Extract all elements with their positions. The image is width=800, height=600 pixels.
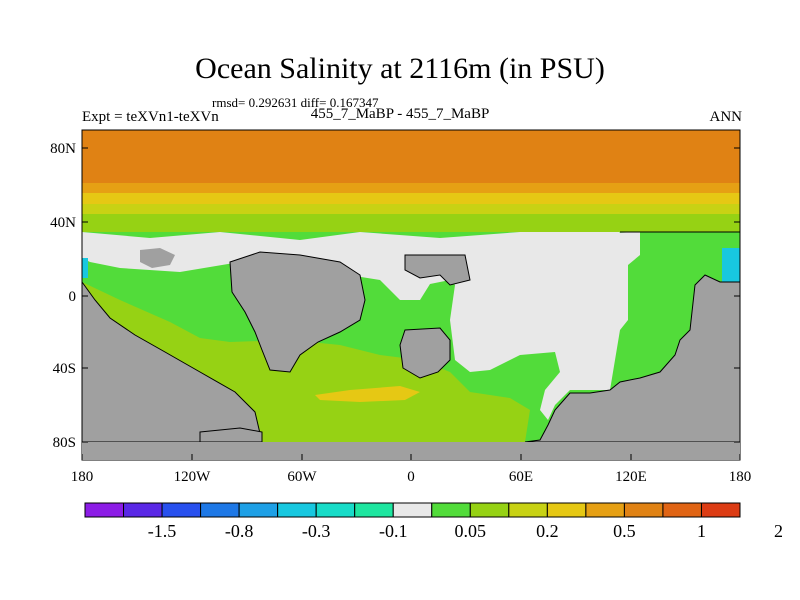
colorbar-label: -0.1 (379, 521, 408, 541)
lon-tick-60w: 60W (287, 469, 317, 485)
map-bottom-land (82, 442, 740, 460)
colorbar-swatch (200, 502, 240, 518)
colorbar-swatch (238, 502, 279, 518)
lat-tick-40n: 40N (50, 215, 76, 231)
colorbar-label: -0.3 (302, 521, 331, 541)
band-north-3 (82, 193, 740, 204)
stats-label: rmsd= 0.292631 diff= 0.167347 (212, 95, 379, 110)
land-mid-block (404, 254, 471, 286)
cyan-patch-east (722, 248, 740, 282)
cyan-patch-west (82, 258, 88, 278)
map-panel (81, 129, 741, 461)
experiment-label: Expt = teXVn1-teXVn (82, 109, 219, 125)
land-small-island-north (140, 248, 175, 268)
lon-tick-180e: 180 (729, 469, 752, 485)
longitude-axis: 180 120W 60W 0 60E 120E 180 (71, 454, 752, 485)
colorbar-swatch (585, 502, 625, 518)
lon-tick-120w: 120W (174, 469, 212, 485)
colorbar-label: 0.05 (455, 521, 487, 541)
colorbar-swatch (662, 502, 702, 518)
colorbar-label: -1.5 (148, 521, 177, 541)
colorbar-swatch (277, 502, 317, 518)
season-label: ANN (709, 109, 743, 125)
colorbar-swatch (84, 502, 125, 518)
colorbar-label: 1 (697, 521, 706, 541)
colorbar-swatch (392, 502, 433, 518)
near-zero-east-region (440, 232, 640, 420)
colorbar-swatch (161, 502, 202, 518)
colorbar-swatch (315, 502, 356, 518)
colorbar-swatch (508, 502, 548, 518)
colorbar-swatch (431, 502, 471, 518)
colorbar-swatch (354, 502, 394, 518)
colorbar-label: 2 (774, 521, 783, 541)
colorbar-label: 0.2 (536, 521, 559, 541)
land-south-strip (199, 427, 263, 443)
lat-tick-40s: 40S (53, 361, 76, 377)
lon-tick-120e: 120E (615, 469, 647, 485)
lat-tick-80n: 80N (50, 141, 76, 157)
colorbar: -1.5 -0.8 -0.3 -0.1 0.05 0.2 0.5 1 2 (84, 502, 783, 541)
colorbar-swatch (469, 502, 510, 518)
colorbar-label: -0.8 (225, 521, 254, 541)
land-north-central (229, 251, 366, 373)
band-north-1 (82, 130, 740, 183)
plot-title: Ocean Salinity at 2116m (in PSU) (195, 52, 605, 85)
colorbar-label: 0.5 (613, 521, 636, 541)
lat-tick-0: 0 (69, 289, 77, 305)
southern-ocean-patch (315, 386, 420, 402)
band-north-4 (82, 204, 740, 214)
colorbar-swatch (700, 502, 741, 518)
lon-tick-60e: 60E (509, 469, 533, 485)
difference-label: 455_7_MaBP - 455_7_MaBP (310, 106, 490, 122)
lat-tick-80s: 80S (53, 435, 76, 451)
colorbar-swatch (623, 502, 664, 518)
latitude-axis: 80N 40N 0 40S 80S (50, 141, 740, 451)
colorbar-swatch (546, 502, 587, 518)
band-north-5 (82, 214, 740, 232)
land-south-central (399, 327, 451, 379)
lon-tick-180w: 180 (71, 469, 94, 485)
colorbar-swatch (123, 502, 163, 518)
band-north-2 (82, 183, 740, 193)
lon-tick-0: 0 (407, 469, 415, 485)
